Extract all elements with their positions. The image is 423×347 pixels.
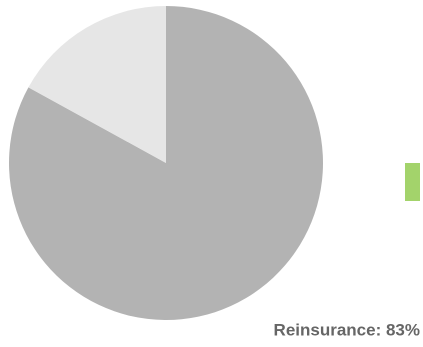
pie-slice [28, 6, 167, 163]
pie-slice [8, 6, 323, 320]
legend-marker [405, 163, 420, 201]
data-label: Reinsurance: 83% [274, 320, 420, 339]
